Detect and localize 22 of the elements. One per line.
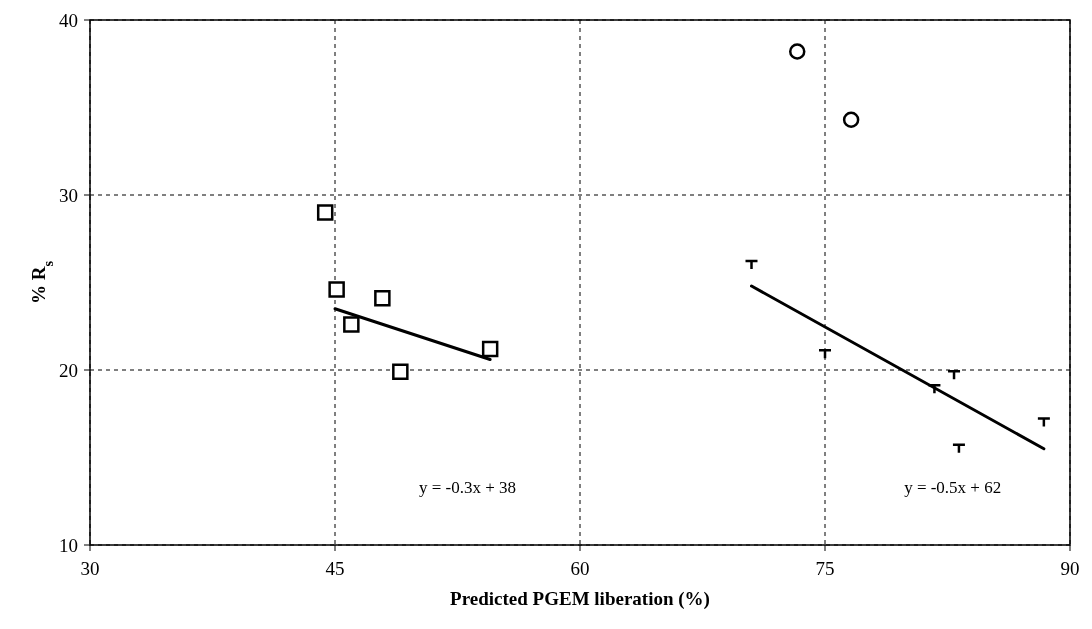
annotation: y = -0.3x + 38 bbox=[419, 478, 517, 497]
point bbox=[316, 204, 334, 221]
point bbox=[744, 259, 759, 271]
point bbox=[343, 316, 360, 333]
point bbox=[392, 363, 409, 380]
point bbox=[328, 281, 345, 298]
y-tick-label: 40 bbox=[59, 9, 78, 31]
annotation: y = -0.5x + 62 bbox=[904, 478, 1002, 497]
y-tick-label: 10 bbox=[59, 534, 78, 556]
point bbox=[842, 111, 860, 128]
point bbox=[481, 340, 499, 358]
x-tick-label: 90 bbox=[1060, 558, 1080, 579]
x-axis-title: Predicted PGEM liberation (%) bbox=[450, 588, 710, 610]
y-tick-label: 30 bbox=[59, 184, 78, 206]
x-tick-label: 75 bbox=[815, 558, 835, 579]
x-tick-label: 45 bbox=[325, 558, 345, 579]
point bbox=[788, 43, 806, 60]
x-tick-label: 60 bbox=[570, 558, 590, 579]
y-tick-label: 20 bbox=[59, 359, 78, 381]
x-tick-label: 30 bbox=[80, 558, 100, 579]
point bbox=[927, 384, 942, 395]
point bbox=[374, 290, 391, 307]
